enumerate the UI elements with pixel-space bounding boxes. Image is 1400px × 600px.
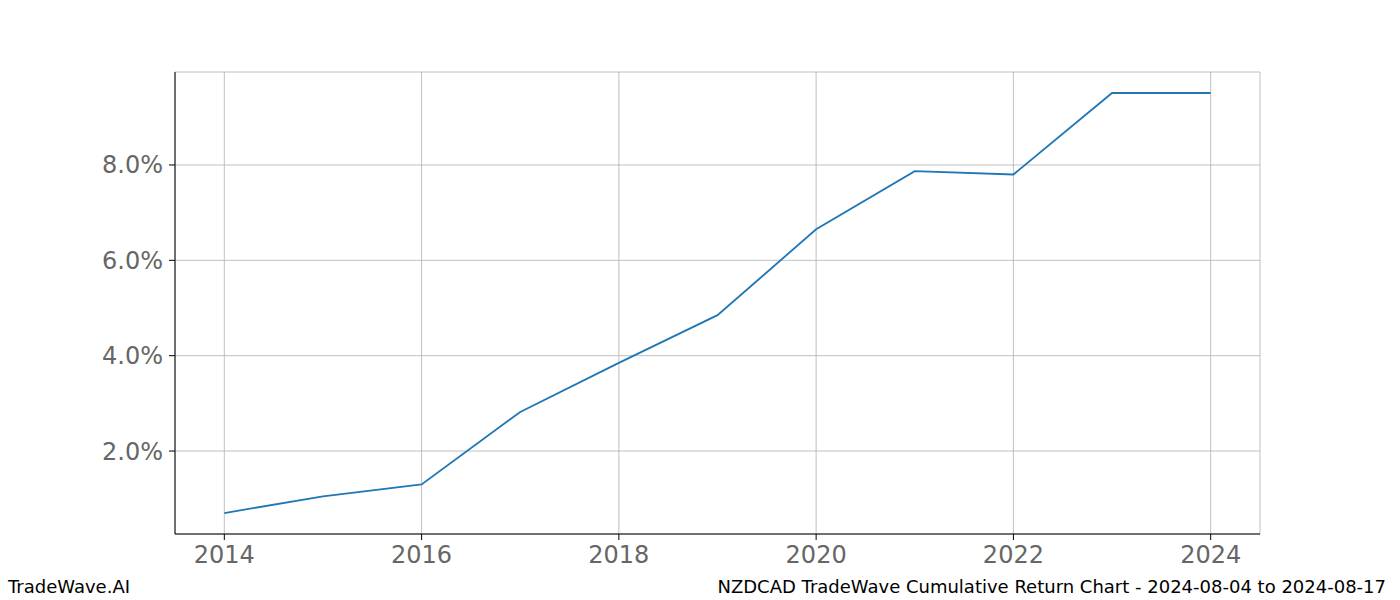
html-text:NZDCAD TradeWave Cumulative Re: NZDCAD TradeWave Cumulative Return Chart… xyxy=(717,576,1386,597)
svg-text:2014: 2014 xyxy=(194,541,255,569)
html-text:TradeWave.AI: TradeWave.AI xyxy=(8,576,130,597)
svg-text:2.0%: 2.0% xyxy=(102,438,163,466)
svg-text:2018: 2018 xyxy=(588,541,649,569)
svg-text:2022: 2022 xyxy=(983,541,1044,569)
svg-text:8.0%: 8.0% xyxy=(102,151,163,179)
svg-text:2016: 2016 xyxy=(391,541,452,569)
svg-text:4.0%: 4.0% xyxy=(102,342,163,370)
svg-text:2020: 2020 xyxy=(786,541,847,569)
svg-text:2024: 2024 xyxy=(1180,541,1241,569)
svg-text:6.0%: 6.0% xyxy=(102,247,163,275)
